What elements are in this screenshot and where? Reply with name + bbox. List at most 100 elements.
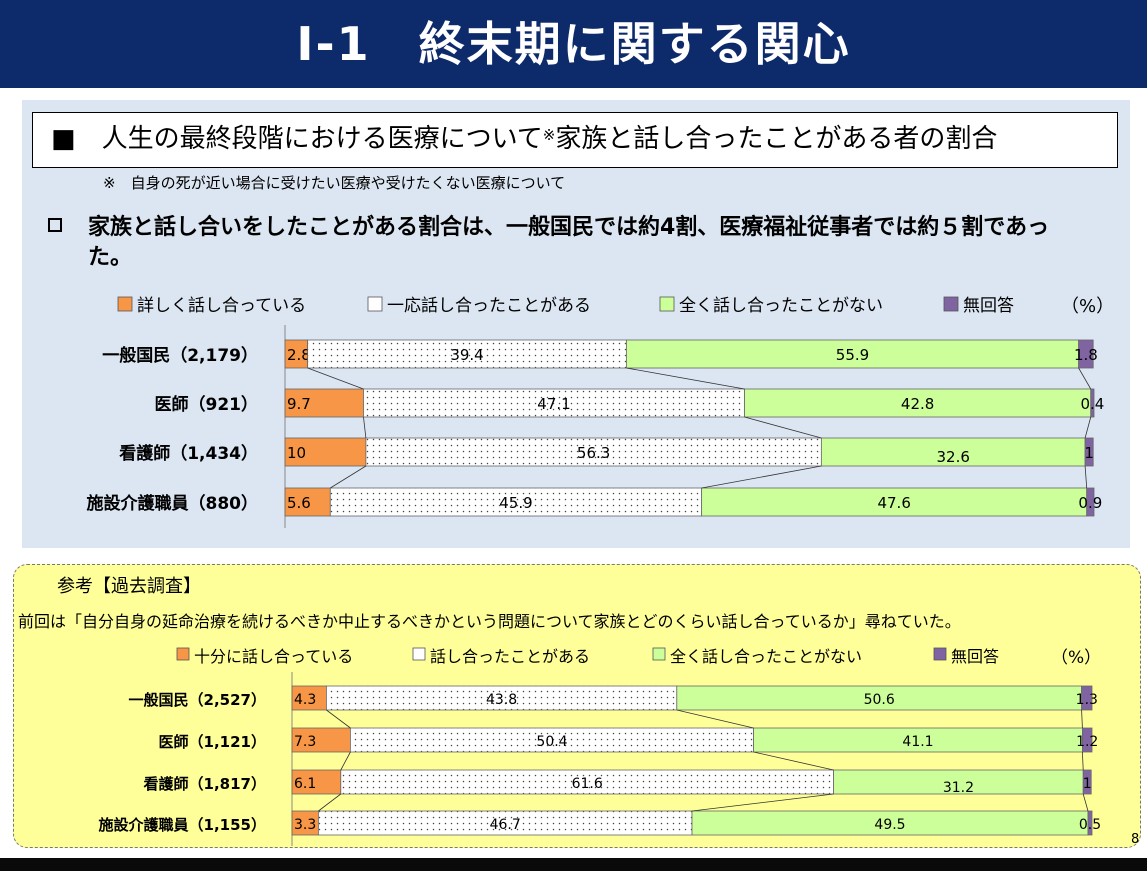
data-label-purple: 1.8 — [1074, 346, 1098, 364]
legend-swatch-orange — [176, 647, 190, 661]
category-label: 医師（1,121） — [159, 733, 266, 751]
page-title: Ⅰ-1 終末期に関する関心 — [296, 17, 851, 71]
data-label-orange: 9.7 — [287, 395, 311, 413]
series-connector-line — [330, 465, 367, 489]
square-bullet-icon — [48, 218, 62, 232]
legend-label-green: 全く話し合ったことがない — [679, 296, 883, 316]
survey-panel — [22, 100, 1130, 548]
section-title-main: ■ 人生の最終段階における医療について — [51, 124, 543, 154]
legend-swatch-green — [652, 647, 666, 661]
series-connector-line — [307, 367, 364, 390]
bar-segment-orange — [284, 437, 367, 467]
bar-segment-purple — [1078, 339, 1094, 369]
bar-segment-green — [691, 810, 1089, 836]
data-label-green: 55.9 — [836, 346, 869, 364]
category-label: 施設介護職員（1,155） — [99, 816, 266, 834]
bar-segment-dotted — [325, 685, 678, 711]
category-label: 医師（921） — [155, 394, 259, 415]
summary: 家族と話し合いをしたことがある割合は、一般国民では約4割、医療福祉従事者では約５… — [48, 213, 1088, 273]
data-label-purple: 0.4 — [1080, 395, 1104, 413]
series-connector-line — [1081, 709, 1083, 729]
unit-label: （%） — [1061, 296, 1114, 317]
series-connector-line — [1084, 416, 1092, 439]
data-label-dotted: 43.8 — [486, 692, 517, 708]
series-connector-line — [691, 793, 834, 812]
legend-swatch-orange — [117, 296, 133, 312]
section-title-box: ■ 人生の最終段階における医療について※家族と話し合ったことがある者の割合 — [32, 112, 1118, 168]
series-connector-line — [1082, 793, 1089, 812]
bar-segment-orange — [284, 487, 331, 517]
category-label: 一般国民（2,527） — [129, 691, 266, 709]
footnote-mark: ※ — [542, 126, 556, 144]
data-label-orange: 6.1 — [294, 776, 316, 792]
series-connector-line — [1082, 751, 1084, 771]
data-label-orange: 4.3 — [294, 692, 316, 708]
bar-segment-dotted — [365, 437, 822, 467]
bar-segment-purple — [1087, 810, 1093, 836]
legend-label-green: 全く話し合ったことがない — [670, 647, 862, 666]
data-label-orange: 3.3 — [294, 817, 316, 833]
data-label-green: 32.6 — [937, 448, 970, 466]
data-label-green: 31.2 — [943, 780, 974, 796]
legend-swatch-purple — [933, 647, 947, 661]
bottom-bar — [0, 858, 1147, 871]
bar-segment-purple — [1090, 388, 1095, 418]
section-note: ※ 自身の死が近い場合に受けたい医療や受けたくない医療について — [103, 174, 566, 192]
unit-label: （%） — [1051, 648, 1101, 668]
data-label-dotted: 61.6 — [572, 776, 603, 792]
series-connector-line — [340, 751, 351, 771]
bar-segment-green — [701, 487, 1088, 517]
bar-segment-purple — [1081, 685, 1093, 711]
data-label-green: 42.8 — [901, 395, 934, 413]
series-connector-line — [744, 416, 822, 439]
series-connector-line — [363, 416, 367, 439]
data-label-orange: 5.6 — [287, 494, 311, 512]
data-label-dotted: 39.4 — [450, 346, 483, 364]
legend-swatch-green — [659, 296, 675, 312]
legend-label-dotted: 一応話し合ったことがある — [387, 296, 591, 316]
legend-swatch-dotted — [412, 647, 426, 661]
bar-segment-dotted — [307, 339, 627, 369]
series-connector-line — [753, 751, 834, 771]
data-label-purple: 1.3 — [1076, 692, 1098, 708]
legend-label-purple: 無回答 — [963, 296, 1014, 316]
data-label-dotted: 47.1 — [537, 395, 570, 413]
category-label: 看護師（1,817） — [144, 775, 266, 793]
data-label-dotted: 56.3 — [577, 444, 610, 462]
data-label-orange: 10 — [287, 444, 306, 462]
summary-text: 家族と話し合いをしたことがある割合は、一般国民では約4割、医療福祉従事者では約５… — [88, 215, 1050, 270]
series-connector-line — [326, 709, 351, 729]
bar-segment-purple — [1082, 727, 1093, 753]
category-label: 看護師（1,434） — [118, 443, 258, 464]
data-label-green: 49.5 — [874, 817, 905, 833]
series-connector-line — [626, 367, 745, 390]
data-label-purple: 0.5 — [1079, 817, 1101, 833]
bar-segment-purple — [1084, 437, 1094, 467]
data-label-dotted: 46.7 — [490, 817, 521, 833]
category-label: 施設介護職員（880） — [87, 493, 259, 514]
bar-segment-green — [833, 769, 1084, 795]
reference-note: 前回は「自分自身の延命治療を続けるべきか中止するべきかという問題について家族とど… — [18, 612, 961, 631]
bar-segment-green — [625, 339, 1080, 369]
legend-swatch-purple — [943, 296, 959, 312]
data-label-green: 50.6 — [864, 692, 895, 708]
bar-segment-purple — [1082, 769, 1092, 795]
data-label-orange: 2.8 — [287, 346, 311, 364]
bar-segment-dotted — [363, 388, 745, 418]
legend-swatch-dotted — [367, 296, 383, 312]
data-label-green: 41.1 — [902, 734, 933, 750]
bar-segment-purple — [1086, 487, 1095, 517]
bar-segment-orange — [284, 388, 364, 418]
legend-label-orange: 詳しく話し合っている — [137, 296, 306, 316]
series-connector-line — [318, 793, 342, 812]
header-bar — [0, 0, 1147, 88]
legend-label-purple: 無回答 — [951, 647, 999, 666]
series-connector-line — [676, 709, 754, 729]
series-connector-line — [1084, 465, 1088, 489]
data-label-orange: 7.3 — [294, 734, 316, 750]
data-label-dotted: 45.9 — [499, 494, 532, 512]
bar-segment-green — [744, 388, 1092, 418]
data-label-purple: 0.9 — [1078, 494, 1102, 512]
legend-label-dotted: 話し合ったことがある — [430, 647, 590, 666]
